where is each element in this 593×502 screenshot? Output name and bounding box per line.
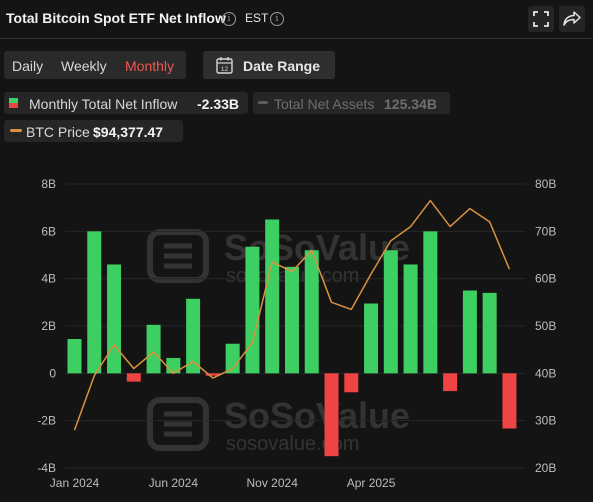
legend-inflow-value: -2.33B <box>197 96 240 112</box>
watermark-name: SoSoValue <box>224 395 410 436</box>
inflow-bars <box>67 219 517 457</box>
calendar-icon: 12 <box>216 57 233 74</box>
left-tick-label: 8B <box>41 177 56 191</box>
watermark-logo-icon <box>147 397 209 451</box>
legend-btc-price[interactable]: BTC Price $94,377.47 <box>4 120 183 142</box>
fullscreen-icon <box>533 11 549 27</box>
date-range-button[interactable]: 12 Date Range <box>203 51 335 79</box>
inflow-chart: SoSoValuesosovalue.comSoSoValuesosovalue… <box>37 177 556 490</box>
date-range-label: Date Range <box>243 58 321 74</box>
legend-price-label: BTC Price <box>26 124 90 140</box>
inflow-bar <box>423 231 438 374</box>
x-tick-label: Nov 2024 <box>247 476 299 490</box>
legend-assets-value: 125.34B <box>384 96 437 112</box>
left-tick-label: 2B <box>41 319 56 333</box>
watermark-logo-icon <box>147 229 209 283</box>
legend-inflow[interactable]: Monthly Total Net Inflow -2.33B <box>4 92 248 114</box>
inflow-bar <box>462 290 477 374</box>
inflow-bar <box>482 292 497 374</box>
inflow-bar <box>67 339 82 374</box>
legend-price-value: $94,377.47 <box>93 124 164 140</box>
right-tick-label: 80B <box>535 177 556 191</box>
interval-tabs: Daily Weekly Monthly <box>4 51 186 79</box>
left-tick-label: -4B <box>37 461 56 475</box>
assets-swatch-icon <box>258 101 268 104</box>
timezone-info-icon[interactable]: i <box>270 12 284 26</box>
left-tick-label: 4B <box>41 272 56 286</box>
inflow-bar <box>284 266 299 374</box>
right-tick-label: 30B <box>535 414 556 428</box>
inflow-bar <box>324 373 339 457</box>
right-tick-label: 40B <box>535 366 556 380</box>
inflow-bar <box>126 373 141 382</box>
x-axis: Jan 2024 Jun 2024 Nov 2024 Apr 2025 <box>50 476 396 490</box>
price-swatch-icon <box>10 129 22 132</box>
share-button[interactable] <box>559 6 585 32</box>
right-tick-label: 50B <box>535 319 556 333</box>
inflow-bar <box>403 264 418 374</box>
tab-monthly[interactable]: Monthly <box>125 58 175 74</box>
header: Total Bitcoin Spot ETF Net Inflow i EST … <box>0 0 593 39</box>
legend-inflow-label: Monthly Total Net Inflow <box>29 96 178 112</box>
inflow-bar <box>225 343 240 374</box>
legend-assets-label: Total Net Assets <box>274 96 375 112</box>
btc-price-line <box>73 199 511 431</box>
inflow-bar <box>304 250 319 374</box>
inflow-bar <box>443 373 458 392</box>
inflow-bar <box>364 303 379 374</box>
tab-daily[interactable]: Daily <box>12 58 44 74</box>
inflow-bar <box>502 373 517 429</box>
left-axis: 8B 6B 4B 2B 0 -2B -4B <box>37 177 56 475</box>
inflow-bar <box>265 219 280 374</box>
tab-weekly[interactable]: Weekly <box>61 58 107 74</box>
right-axis: 80B 70B 60B 50B 40B 30B 20B <box>535 177 556 475</box>
inflow-bar <box>107 264 122 374</box>
x-tick-label: Jun 2024 <box>149 476 199 490</box>
inflow-bar <box>186 298 201 374</box>
calendar-day: 12 <box>221 66 229 73</box>
share-icon <box>563 11 581 26</box>
inflow-bar <box>344 373 359 393</box>
right-tick-label: 60B <box>535 272 556 286</box>
inflow-swatch-icon <box>9 98 18 108</box>
left-tick-label: 6B <box>41 224 56 238</box>
x-tick-label: Jan 2024 <box>50 476 100 490</box>
inflow-bar <box>245 246 260 374</box>
watermark-url: sosovalue.com <box>226 433 359 455</box>
right-tick-label: 70B <box>535 224 556 238</box>
info-icon[interactable]: i <box>222 12 236 26</box>
fullscreen-button[interactable] <box>528 6 554 32</box>
watermark-logo-lines <box>164 411 192 437</box>
x-tick-label: Apr 2025 <box>347 476 396 490</box>
inflow-bar <box>146 324 161 374</box>
btc-price-polyline <box>73 199 511 431</box>
left-tick-label: -2B <box>37 414 56 428</box>
inflow-bar <box>205 373 220 376</box>
chart-title: Total Bitcoin Spot ETF Net Inflow <box>6 10 226 26</box>
left-tick-label: 0 <box>49 366 56 380</box>
timezone-label: EST <box>245 11 269 25</box>
right-tick-label: 20B <box>535 461 556 475</box>
inflow-bar <box>383 250 398 374</box>
legend-assets[interactable]: Total Net Assets 125.34B <box>253 92 450 114</box>
inflow-bar <box>87 231 102 374</box>
watermark-logo-lines <box>164 243 192 269</box>
